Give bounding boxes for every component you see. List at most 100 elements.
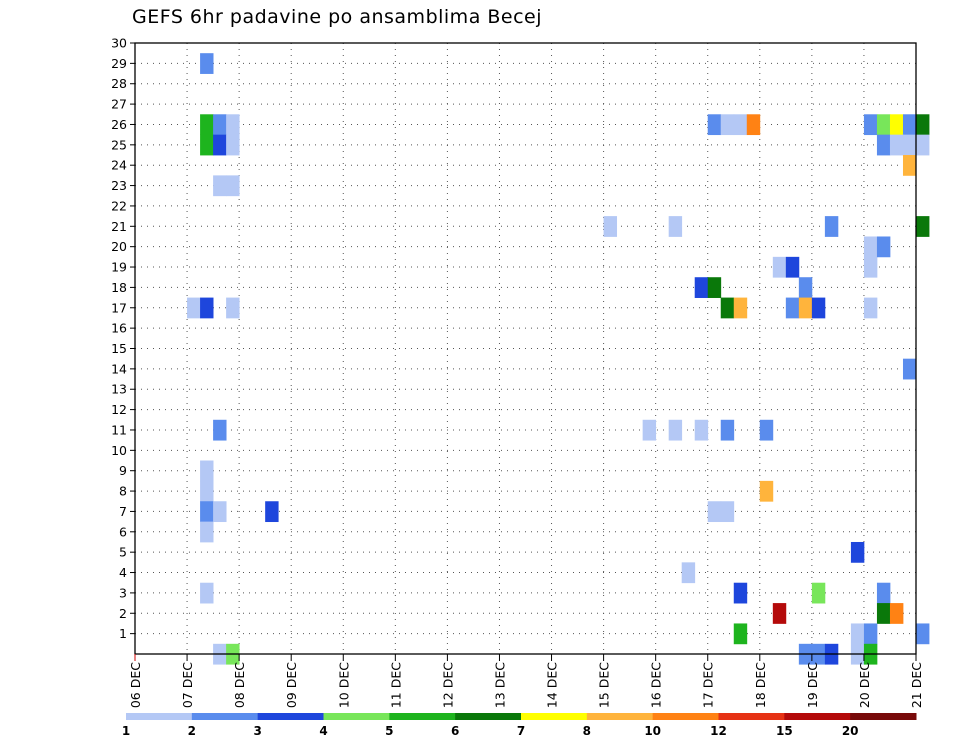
y-tick-label: 16	[111, 321, 127, 336]
heatmap-cell	[265, 501, 279, 523]
heatmap-cell	[889, 114, 904, 136]
heatmap-cell	[720, 114, 735, 136]
legend-swatch	[257, 713, 324, 720]
y-tick-label: 22	[111, 198, 127, 213]
heatmap-cell	[733, 623, 748, 645]
heatmap-cell	[720, 501, 735, 523]
heatmap-cell	[863, 114, 878, 136]
heatmap-cell	[863, 236, 878, 258]
legend-swatch	[784, 713, 851, 720]
x-tick-label: 20 DEC	[857, 662, 872, 708]
heatmap-cell	[226, 297, 240, 319]
heatmap-cell	[916, 114, 930, 136]
legend-label: 20	[842, 724, 859, 738]
y-tick-label: 9	[119, 463, 127, 478]
heatmap-cell	[863, 297, 878, 319]
legend-swatch	[323, 713, 390, 720]
x-tick-label: 09 DEC	[284, 662, 299, 708]
heatmap-cell	[876, 134, 891, 156]
legend-label: 15	[776, 724, 793, 738]
y-tick-label: 27	[111, 97, 127, 112]
legend-swatch	[521, 713, 588, 720]
y-tick-label: 28	[111, 76, 127, 91]
y-tick-label: 25	[111, 137, 127, 152]
heatmap-cell	[681, 562, 696, 584]
heatmap-cell	[720, 419, 735, 441]
heatmap-cell	[772, 256, 787, 278]
heatmap-cell	[863, 623, 878, 645]
legend-swatch	[850, 713, 917, 720]
heatmap-cell	[746, 114, 761, 136]
x-tick-label: 18 DEC	[753, 662, 768, 708]
legend-label: 8	[583, 724, 591, 738]
legend-swatch	[191, 713, 259, 720]
heatmap-cell	[200, 582, 214, 604]
legend-label: 2	[188, 724, 196, 738]
heatmap-cell	[707, 501, 722, 523]
heatmap-cell	[226, 134, 240, 156]
legend-swatch	[718, 713, 785, 720]
heatmap-cell	[733, 297, 748, 319]
x-tick-label: 07 DEC	[180, 662, 195, 708]
heatmap-cell	[902, 155, 917, 176]
y-tick-label: 4	[119, 565, 127, 580]
heatmap-cell	[785, 297, 800, 319]
y-tick-label: 5	[119, 545, 127, 560]
y-tick-label: 12	[111, 402, 127, 417]
y-tick-label: 21	[111, 219, 127, 234]
y-tick-label: 15	[111, 341, 127, 356]
heatmap-cell	[707, 114, 722, 136]
heatmap-cell	[916, 216, 930, 237]
heatmap-cell	[876, 582, 891, 604]
legend-label: 5	[385, 724, 393, 738]
y-tick-label: 13	[111, 382, 127, 397]
heatmap-cell	[226, 175, 240, 197]
heatmap-cell	[902, 358, 917, 380]
heatmap-cell	[811, 582, 826, 604]
y-tick-label: 23	[111, 178, 127, 193]
heatmap-cell	[889, 134, 904, 156]
y-tick-label: 8	[119, 484, 127, 499]
y-tick-label: 2	[119, 606, 127, 621]
chart-title: GEFS 6hr padavine po ansamblima Becej	[132, 6, 543, 28]
heatmap-cell	[850, 541, 865, 563]
heatmap-cell	[694, 277, 709, 298]
heatmap-cell	[187, 297, 201, 319]
heatmap-cell	[213, 175, 227, 197]
heatmap-cell	[798, 297, 813, 319]
heatmap-cell	[213, 501, 227, 523]
legend-label: 12	[710, 724, 727, 738]
heatmap-cell	[200, 521, 214, 543]
heatmap-cell	[200, 460, 214, 482]
heatmap-cell	[668, 419, 683, 441]
legend-swatch	[126, 713, 193, 720]
x-tick-label: 19 DEC	[805, 662, 820, 708]
y-tick-label: 14	[111, 361, 127, 376]
x-tick-label: 08 DEC	[232, 662, 247, 708]
x-tick-label: 14 DEC	[545, 662, 560, 708]
x-tick-label: 06 DEC	[128, 662, 143, 708]
heatmap-cell	[876, 114, 891, 136]
y-tick-label: 20	[111, 239, 127, 254]
y-tick-label: 29	[111, 56, 127, 71]
heatmap-cell	[213, 114, 227, 136]
heatmap-cell	[798, 277, 813, 298]
heatmap-cell	[889, 603, 904, 624]
x-tick-label: 17 DEC	[701, 662, 716, 708]
heatmap-cell	[720, 297, 735, 319]
legend-label: 6	[451, 724, 459, 738]
legend-swatch	[586, 713, 654, 720]
heatmap-cell	[694, 419, 709, 441]
heatmap-cell	[863, 256, 878, 278]
y-tick-label: 18	[111, 280, 127, 295]
x-tick-label: 11 DEC	[388, 662, 403, 708]
x-tick-label: 12 DEC	[440, 662, 455, 708]
x-tick-label: 10 DEC	[336, 662, 351, 708]
heatmap-cell	[785, 256, 800, 278]
heatmap-cell	[850, 623, 865, 645]
heatmap-cell	[759, 419, 774, 441]
legend-swatch	[389, 713, 456, 720]
heatmap-cell	[200, 53, 214, 74]
legend-label: 7	[517, 724, 525, 738]
